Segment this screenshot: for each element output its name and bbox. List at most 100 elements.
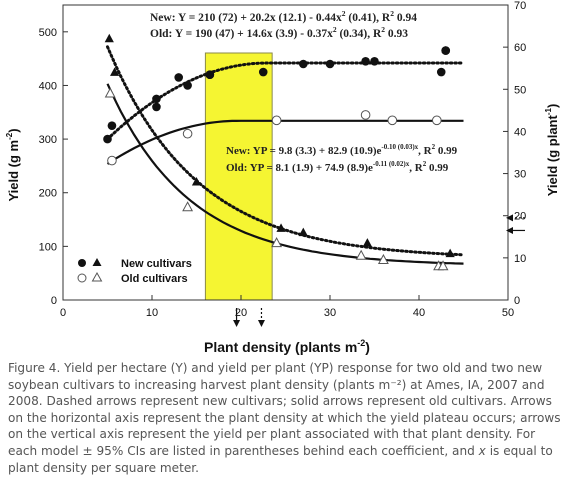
equation-y-old-sup: 2	[333, 25, 337, 34]
data-point-yield-0-5	[370, 57, 379, 66]
x-tick-label-1: 10	[146, 307, 158, 319]
yield-density-chart: 0 10 20 30 40 5001002003004005000102030405060…	[5, 0, 560, 355]
y-right-tick-label-3: 30	[514, 169, 526, 181]
data-point-yield-per-plant-1-6	[445, 248, 455, 258]
equation-yp-new-r2: 0.99	[435, 145, 458, 157]
data-point-yield-2-3	[360, 110, 371, 120]
y-axis-arrow-head-0	[506, 214, 513, 222]
data-point-yield-per-plant-3-6	[437, 260, 449, 271]
equation-y-new-tail: (0.41), R	[346, 12, 391, 24]
data-point-yield-per-plant-3-3	[355, 249, 367, 260]
equation-y-new-sup: 2	[342, 9, 346, 18]
equation-yp-old-r2: 0.99	[426, 162, 449, 174]
data-point-yield-per-plant-3-2	[271, 237, 283, 248]
data-point-yield-0-1	[152, 94, 161, 104]
equation-yp-old-end: , R	[409, 162, 424, 174]
data-point-yield-2-2	[271, 115, 282, 126]
legend: New cultivars Old cultivars	[77, 258, 192, 285]
y-left-tick-label-5: 500	[39, 27, 57, 39]
data-point-yield-0-0	[107, 121, 117, 130]
equation-y-old: Old: Y = 190 (47) + 14.6x (3.9) - 0.37x2…	[150, 25, 408, 40]
data-point-yield-per-plant-3-1	[182, 201, 194, 212]
data-point-yield-per-plant-1-2	[191, 177, 202, 186]
y-right-tick-label-1: 10	[514, 253, 526, 265]
legend-new-label: New cultivars	[121, 258, 192, 270]
data-point-yield-2-5	[432, 115, 442, 126]
y-left-tick-label-4: 400	[39, 80, 57, 92]
y-right-axis-label-close: )	[545, 104, 560, 108]
y-left-axis-label-sup: -2	[5, 132, 14, 140]
equation-yp-new: New: YP = 9.8 (3.3) + 82.9 (10.9)e-0.10 …	[226, 143, 458, 157]
y-right-axis-label-text: Yield (g plant	[545, 115, 560, 197]
plateau-highlight-band	[204, 52, 273, 301]
fit-curve-old-yield-per-plant	[106, 83, 464, 265]
data-point-extra-0-4	[205, 70, 215, 80]
data-point-yield-per-plant-1-3	[276, 223, 286, 232]
data-point-yield-per-plant-1-5	[362, 238, 372, 247]
legend-old-triangle	[91, 271, 103, 282]
fit-curve-new-yield	[106, 61, 465, 141]
y-right-tick-label-6: 60	[514, 42, 526, 54]
equation-yp-old-text: Old: YP = 8.1 (1.9) + 74.9 (8.9)e	[226, 162, 373, 174]
data-point-yield-0-4	[299, 59, 308, 69]
equation-y-new: New: Y = 210 (72) + 20.2x (12.1) - 0.44x…	[150, 9, 417, 24]
plot-frame	[62, 4, 509, 301]
x-tick-label-3: 30	[324, 307, 336, 319]
figure-caption-text: Figure 4. Yield per hectare (Y) and yiel…	[8, 361, 561, 458]
data-point-yield-2-0	[107, 155, 117, 166]
y-right-axis-label-sup: -1	[544, 108, 553, 116]
equation-y-new-r2sup: 2	[390, 9, 394, 18]
figure-caption: Figure 4. Yield per hectare (Y) and yiel…	[8, 360, 565, 476]
data-point-extra-0-0	[441, 46, 451, 55]
y-left-axis-label-close: )	[6, 128, 21, 132]
data-point-yield-0-2	[183, 81, 192, 90]
legend-old-circle	[77, 273, 87, 283]
x-tick-label-0: 0	[60, 307, 66, 319]
x-tick-label-4: 40	[413, 307, 425, 319]
equation-yp-new-exp: -0.10 (0.03)x	[381, 143, 418, 151]
legend-new-circle	[78, 259, 86, 267]
equation-y-new-end: 0.94	[394, 12, 417, 24]
y-left-tick-label-0: 0	[51, 295, 57, 307]
equation-yp-old: Old: YP = 8.1 (1.9) + 74.9 (8.9)e-0.11 (…	[226, 160, 449, 174]
y-left-tick-label-2: 200	[39, 188, 57, 200]
x-axis-arrow-head-0	[233, 320, 241, 327]
y-right-tick-label-4: 40	[514, 126, 526, 138]
x-axis-arrow-head-1	[257, 320, 265, 327]
data-point-extra-0-5	[325, 59, 335, 69]
equation-yp-new-r2sup: 2	[432, 143, 436, 151]
data-point-yield-per-plant-3-0	[104, 87, 116, 98]
x-axis-label-sup: -2	[357, 338, 365, 348]
x-axis-label: Plant density (plants m-2)	[204, 338, 370, 355]
equation-y-old-end: 0.93	[385, 28, 408, 40]
y-right-tick-label-5: 50	[514, 84, 526, 96]
data-point-yield-per-plant-1-0	[104, 33, 114, 43]
x-tick-label-2: 20	[235, 307, 247, 319]
data-point-yield-2-4	[387, 115, 398, 126]
y-right-tick-label-7: 70	[514, 0, 526, 12]
data-point-extra-0-1	[152, 102, 161, 112]
data-point-yield-2-1	[182, 128, 193, 139]
figure-caption-variable: x	[478, 443, 486, 458]
y-left-axis-label: Yield (g m-2)	[5, 128, 21, 201]
figure-caption-end: is equal to plant density per square met…	[8, 443, 553, 475]
y-right-axis-label: Yield (g plant-1)	[544, 104, 560, 197]
data-point-yield-per-plant-3-4	[377, 253, 389, 264]
equation-yp-new-end: , R	[418, 145, 433, 157]
y-left-tick-label-1: 100	[39, 241, 57, 253]
fit-curve-new-yield-per-plant	[106, 45, 465, 257]
legend-new-triangle	[92, 258, 102, 266]
y-left-axis-label-text: Yield (g m	[6, 140, 21, 202]
equation-y-old-tail: (0.34), R	[337, 28, 382, 40]
data-point-yield-per-plant-1-1	[110, 67, 120, 76]
data-point-yield-per-plant-1-4	[298, 227, 308, 237]
y-axis-arrow-head-1	[506, 226, 513, 234]
equation-yp-old-exp: -0.11 (0.02)x	[373, 160, 410, 168]
equation-yp-old-r2sup: 2	[423, 160, 427, 168]
x-tick-label-5: 50	[502, 307, 514, 319]
equation-yp-new-text: New: YP = 9.8 (3.3) + 82.9 (10.9)e	[226, 145, 382, 157]
data-point-extra-0-2	[258, 67, 268, 77]
data-point-extra-0-6	[361, 57, 370, 66]
x-axis-label-text: Plant density (plants m	[204, 339, 357, 355]
y-right-tick-label-0: 0	[514, 295, 520, 307]
